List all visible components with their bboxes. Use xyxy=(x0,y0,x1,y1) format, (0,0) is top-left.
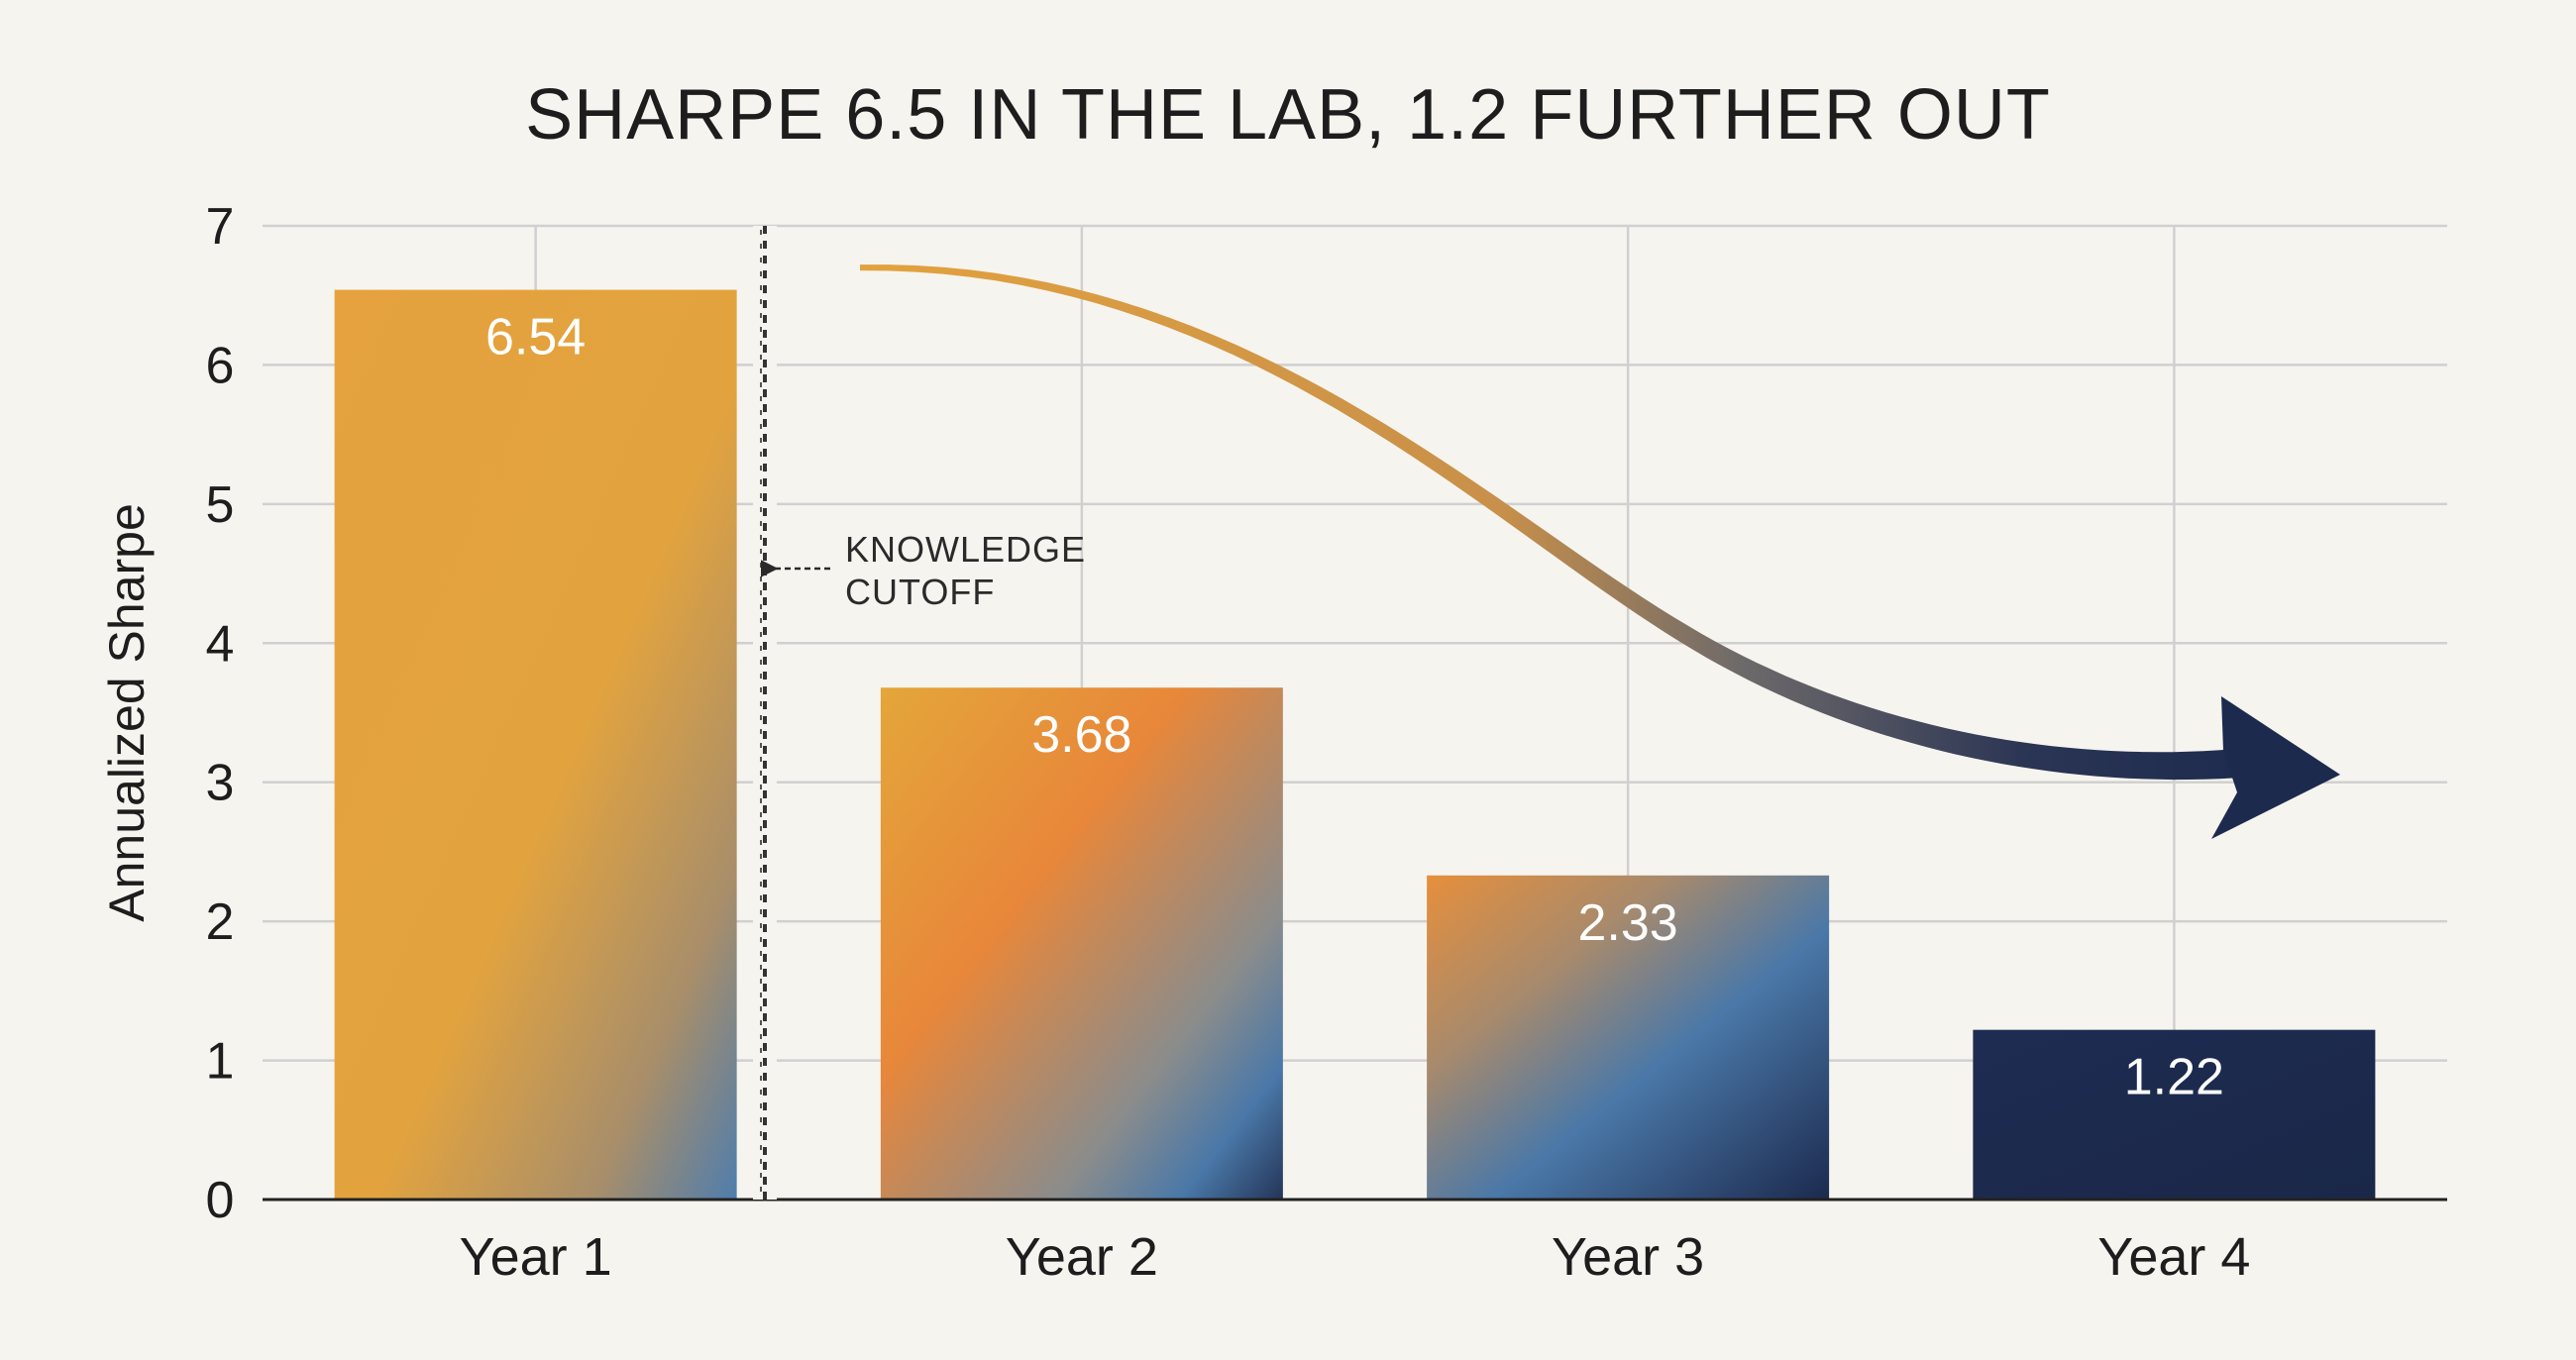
y-tick-label: 6 xyxy=(206,337,235,394)
bar-year-4 xyxy=(1973,1029,2376,1200)
y-tick-label: 7 xyxy=(206,198,235,256)
bar-year-1 xyxy=(334,289,737,1200)
y-tick-label: 5 xyxy=(206,476,235,534)
x-tick-label: Year 1 xyxy=(460,1227,612,1287)
x-tick-label: Year 2 xyxy=(1006,1227,1158,1287)
bar-year-2 xyxy=(880,687,1283,1200)
bar-value-label: 6.54 xyxy=(485,309,586,366)
cutoff-label-line-1: KNOWLEDGE xyxy=(845,529,1086,570)
bar-year-3 xyxy=(1427,875,1830,1200)
cutoff-band xyxy=(753,226,777,1200)
bar-value-label: 1.22 xyxy=(2124,1049,2224,1106)
bar-value-label: 3.68 xyxy=(1031,706,1131,764)
cutoff-label-line-2: CUTOFF xyxy=(845,572,995,612)
value-labels: 6.54 3.68 2.33 1.22 xyxy=(485,309,2224,1106)
y-tick-label: 1 xyxy=(206,1033,235,1091)
bars xyxy=(334,289,2376,1200)
decline-trend-arrow xyxy=(860,264,2340,839)
y-tick-label: 0 xyxy=(206,1172,235,1229)
y-tick-label: 3 xyxy=(206,755,235,812)
x-tick-label: Year 3 xyxy=(1552,1227,1704,1287)
x-axis-ticks: Year 1 Year 2 Year 3 Year 4 xyxy=(460,1227,2251,1287)
trend-arrow-head xyxy=(2211,696,2340,839)
y-axis-title: Annualized Sharpe xyxy=(99,503,155,922)
y-axis-ticks: 0 1 2 3 4 5 6 7 xyxy=(206,198,235,1229)
chart-title: SHARPE 6.5 IN THE LAB, 1.2 FURTHER OUT xyxy=(525,75,2051,155)
knowledge-cutoff-annotation: KNOWLEDGE CUTOFF xyxy=(753,226,1086,1200)
x-tick-label: Year 4 xyxy=(2097,1227,2250,1287)
bar-value-label: 2.33 xyxy=(1578,894,1678,952)
y-tick-label: 4 xyxy=(206,615,235,673)
y-tick-label: 2 xyxy=(206,893,235,951)
